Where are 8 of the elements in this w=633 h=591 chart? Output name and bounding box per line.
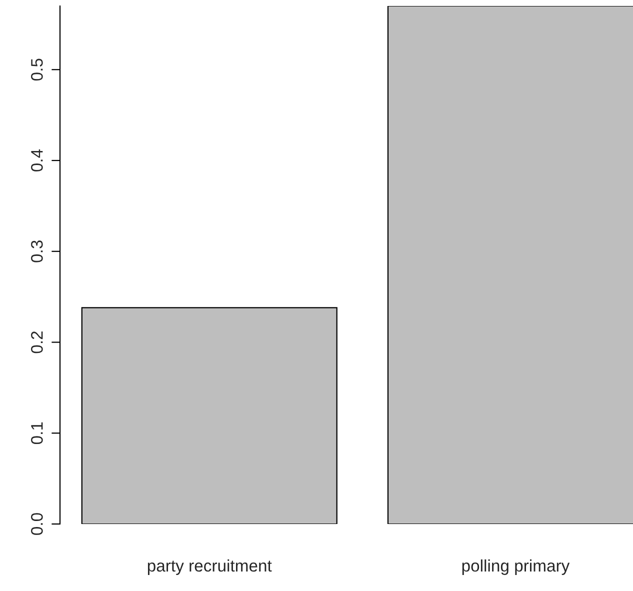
x-tick-label: polling primary — [462, 559, 570, 575]
y-tick-label: 0.2 — [31, 331, 43, 354]
y-tick-label: 0.4 — [31, 149, 43, 172]
x-tick-label: party recruitment — [148, 559, 272, 575]
y-tick-label: 0.5 — [31, 58, 43, 81]
y-tick-label: 0.0 — [31, 513, 43, 535]
y-tick-label: 0.1 — [31, 422, 43, 444]
y-tick-label: 0.3 — [31, 240, 43, 262]
